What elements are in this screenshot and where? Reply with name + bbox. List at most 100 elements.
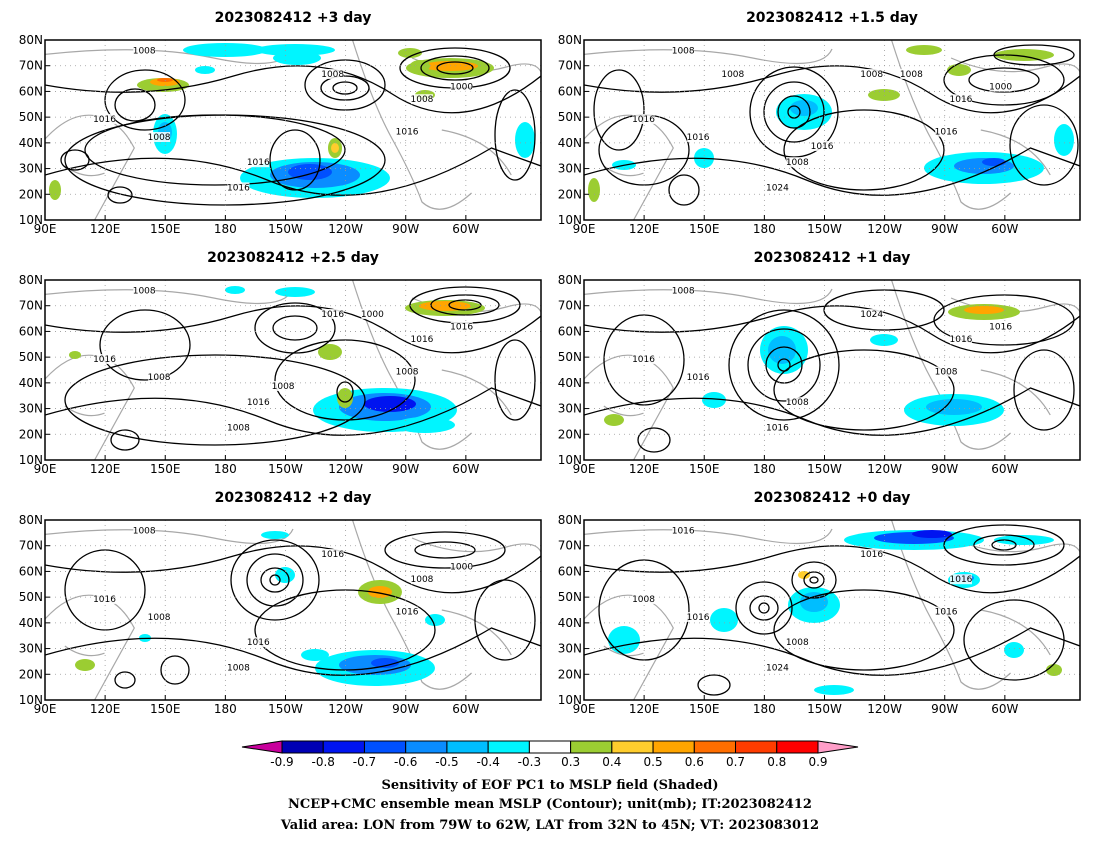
contour-label-bg [227, 182, 250, 193]
colorbar-box [652, 740, 695, 754]
contour-label-bg [321, 69, 344, 79]
mslp-contour [968, 67, 1040, 93]
lat-tick-label: 80N [19, 513, 43, 527]
sensitivity-shading [275, 567, 295, 583]
contour-label: 1008 [411, 95, 434, 105]
lat-tick-label: 60N [19, 564, 43, 578]
mslp-contour [749, 595, 779, 621]
contour-label: 1016 [950, 575, 973, 585]
coastline [45, 594, 135, 700]
contour-label: 1008 [721, 70, 744, 80]
mslp-contour [110, 429, 140, 451]
contour-label-bg [396, 606, 419, 617]
contour-label: 1016 [321, 550, 344, 560]
contour-label-bg [989, 81, 1012, 92]
lat-tick-label: 60N [558, 324, 582, 338]
mslp-contour [584, 147, 1080, 196]
lat-tick-label: 40N [19, 616, 43, 630]
sensitivity-shading [1004, 642, 1024, 658]
mslp-contour [584, 305, 1080, 354]
colorbar-box [693, 740, 737, 754]
contour-label-bg [247, 397, 270, 408]
mslp-contour [336, 381, 354, 403]
lon-tick-label: 90W [931, 462, 958, 476]
contour-label: 1016 [632, 355, 655, 365]
lon-tick-label: 150E [689, 702, 720, 716]
contour-label: 1000 [450, 83, 473, 93]
contour-label-bg [93, 354, 116, 364]
contour-label: 1016 [247, 638, 270, 648]
contour-label-bg [989, 321, 1012, 332]
contour-label: 1024 [860, 310, 883, 320]
contour-label-bg [632, 114, 655, 124]
lat-tick-label: 30N [19, 642, 43, 656]
contour-label-bg [949, 574, 972, 585]
mslp-contour [254, 589, 436, 671]
coastline [584, 288, 833, 305]
contour-label: 1016 [935, 128, 958, 138]
contour-label-bg [450, 321, 473, 332]
contour-label: 1008 [786, 398, 809, 408]
lat-tick-label: 70N [19, 539, 43, 553]
colorbar-label: 0.6 [685, 755, 704, 769]
lat-tick-label: 70N [19, 299, 43, 313]
sensitivity-shading [994, 535, 1054, 545]
contour-label: 1008 [860, 70, 883, 80]
colorbar-label: -0.8 [312, 755, 335, 769]
mslp-contour [943, 54, 1065, 106]
lon-tick-label: 60W [452, 702, 479, 716]
sensitivity-shading [814, 685, 854, 695]
colorbar-min-triangle [241, 740, 283, 754]
contour-label-bg [247, 157, 270, 168]
mslp-contour [991, 539, 1017, 551]
sensitivity-shading [870, 334, 898, 346]
lon-tick-label: 90E [573, 222, 596, 236]
colorbar-label: -0.3 [518, 755, 541, 769]
contour-label-bg [148, 612, 171, 622]
lon-tick-label: 120E [90, 222, 121, 236]
mslp-contour [773, 589, 955, 671]
mslp-contour [269, 574, 281, 586]
mslp-contour [697, 674, 731, 696]
contour-label: 1008 [786, 158, 809, 168]
lat-tick-label: 30N [19, 162, 43, 176]
lat-tick-label: 10N [558, 453, 582, 467]
mslp-contour [809, 576, 819, 584]
lat-tick-label: 10N [19, 213, 43, 227]
colorbar-box [446, 740, 489, 754]
contour-label: 1008 [321, 70, 344, 80]
sensitivity-shading [331, 143, 339, 153]
panel-title: 2023082412 +1 day [754, 250, 911, 266]
colorbar-box [528, 740, 572, 754]
mslp-contour [728, 309, 840, 421]
coastline [584, 48, 833, 65]
sensitivity-shading [371, 658, 399, 668]
coastline [441, 129, 512, 176]
colorbar-box [363, 740, 407, 754]
contour-label-bg [766, 662, 789, 673]
contour-label-bg [396, 366, 419, 377]
contour-label-bg [133, 45, 156, 56]
sensitivity-shading [395, 417, 455, 433]
lat-tick-label: 40N [558, 376, 582, 390]
contour-label-bg [93, 114, 116, 124]
lat-tick-label: 50N [558, 110, 582, 124]
contour-label-bg [935, 366, 958, 377]
mslp-contour [45, 545, 541, 594]
lon-tick-label: 60W [991, 462, 1018, 476]
contour-label: 1016 [321, 310, 344, 320]
lon-tick-label: 120E [629, 702, 660, 716]
map-field [45, 520, 541, 700]
panel-title: 2023082412 +3 day [215, 10, 372, 26]
lon-tick-label: 150W [268, 222, 303, 236]
contour-label: 1024 [766, 183, 789, 193]
contour-label-bg [361, 309, 384, 319]
mslp-contour [45, 305, 541, 354]
mslp-contour [783, 109, 945, 191]
contour-label: 1016 [989, 323, 1012, 333]
contour-label: 1016 [766, 423, 789, 433]
lat-tick-label: 70N [19, 59, 43, 73]
mslp-contour [735, 581, 793, 635]
contour-label: 1016 [396, 608, 419, 618]
